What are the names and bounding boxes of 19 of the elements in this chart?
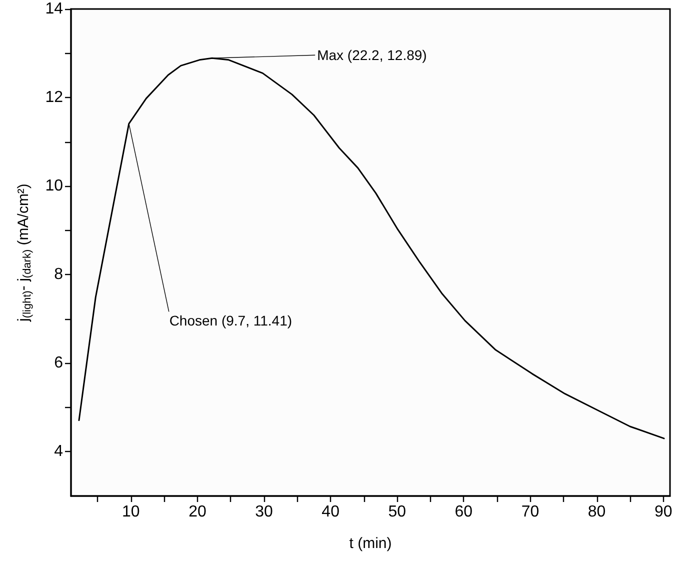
x-tick-label: 70 [521, 504, 540, 520]
y-tick-label: 12 [45, 89, 64, 106]
y-tick-label: 14 [45, 0, 64, 18]
x-tick-label: 10 [122, 504, 140, 520]
x-tick-label: 40 [322, 504, 340, 520]
y-tick-label: 6 [54, 354, 64, 372]
x-tick-label: 50 [388, 504, 406, 520]
annotation: Max (22.2, 12.89) [317, 47, 427, 64]
x-tick-label: 20 [188, 504, 206, 520]
y-tick-label: 8 [54, 266, 64, 284]
y-tick-label: 10 [45, 178, 64, 195]
x-tick-label: 80 [588, 504, 606, 520]
y-tick-label: 4 [54, 443, 64, 460]
x-tick-label: 90 [654, 504, 672, 520]
x-tick-label: 30 [255, 504, 274, 520]
y-axis-title: j(light)- j(dark) (mA/cm²) [15, 184, 34, 322]
annotation: Chosen (9.7, 11.41) [169, 312, 292, 329]
x-tick-label: 60 [454, 504, 473, 520]
x-axis-title: t (min) [349, 535, 392, 552]
